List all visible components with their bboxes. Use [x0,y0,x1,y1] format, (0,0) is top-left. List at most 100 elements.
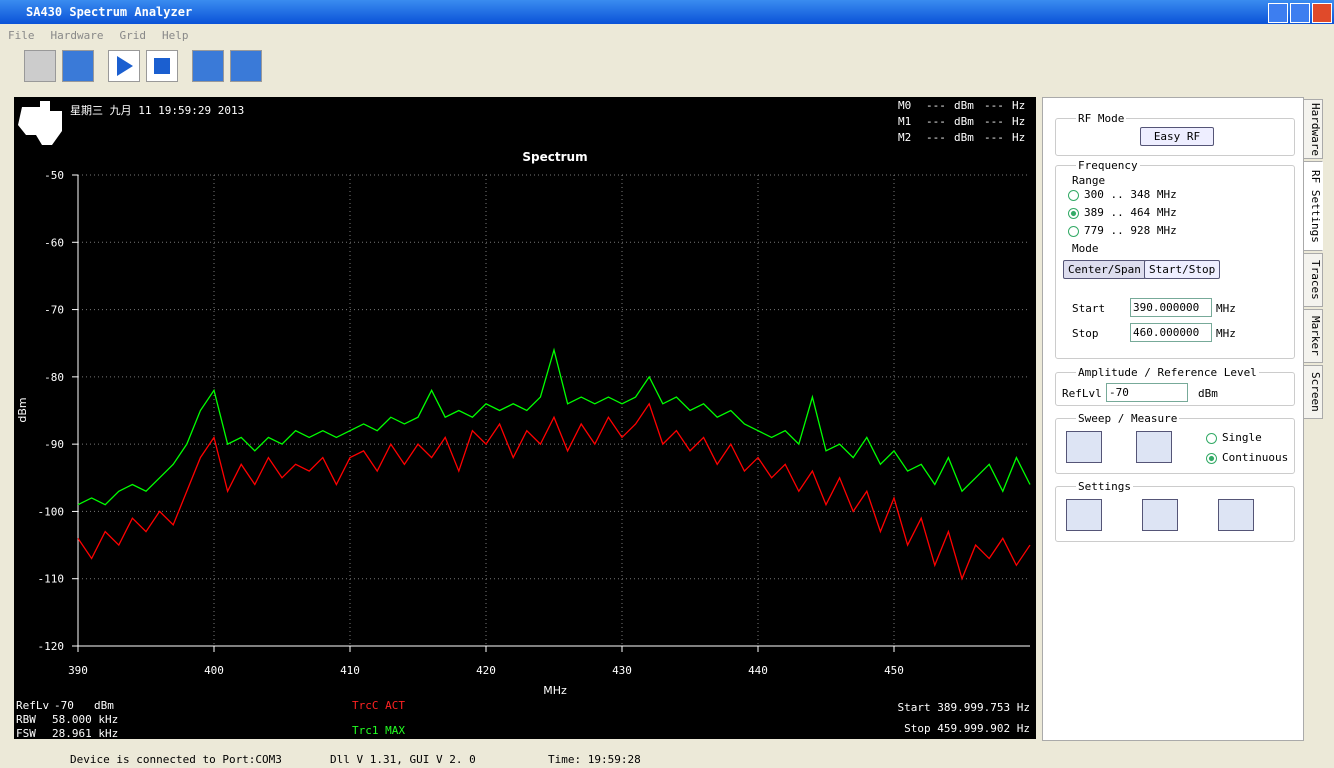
y-axis-label: dBm [16,397,29,422]
marker-readout: --- [984,99,1004,112]
radio-label: 300 .. 348 MHz [1084,188,1177,201]
menu-item[interactable]: Grid [119,29,146,42]
radio-label: Single [1222,431,1262,444]
trace-label: TrcC ACT [352,699,405,712]
info: 28.961 kHz [52,727,118,739]
stop-sweep-button[interactable] [1136,431,1172,463]
marker-readout: M0 [898,99,911,112]
stop-button[interactable] [146,50,178,82]
save-button[interactable] [192,50,224,82]
chart-title: Spectrum [522,150,587,164]
unit: dBm [1198,387,1218,400]
info: -70 [54,699,74,712]
tab[interactable]: Screen [1303,365,1323,419]
info: 58.000 kHz [52,713,118,726]
radio[interactable] [1068,208,1079,219]
x-axis-label: MHz [543,684,567,697]
stop-input[interactable]: 460.000000 [1130,323,1212,342]
radio-option[interactable]: 389 .. 464 MHz [1068,206,1177,224]
print-button[interactable] [230,50,262,82]
reflvl-select[interactable]: -70 [1106,383,1188,402]
ti-logo [18,101,62,145]
run-button[interactable] [1066,431,1102,463]
group-title: Frequency [1076,159,1140,172]
x-tick-label: 440 [748,664,768,677]
y-tick-label: -120 [38,640,65,653]
radio-option[interactable]: Continuous [1206,451,1288,471]
radio-label: Continuous [1222,451,1288,464]
radio-label: 389 .. 464 MHz [1084,206,1177,219]
x-tick-label: 390 [68,664,88,677]
stop-info: Stop 459.999.902 Hz [904,722,1030,735]
settings-group: Settings [1055,486,1295,542]
center-span-button[interactable]: Center/Span [1063,260,1146,279]
trace-label: Trc1 MAX [352,724,405,737]
tab[interactable]: Marker [1303,309,1323,363]
undo-button[interactable] [1066,499,1102,531]
minimize[interactable] [1268,3,1288,23]
disconnect-button[interactable] [24,50,56,82]
menu-item[interactable]: File [8,29,35,42]
info: RBW [16,713,36,726]
start-input[interactable]: 390.000000 [1130,298,1212,317]
start-stop-button[interactable]: Start/Stop [1144,260,1220,279]
timestamp: 星期三 九月 11 19:59:29 2013 [70,104,244,117]
settings-panel: RF ModeEasy RF Frequency Range 300 .. 34… [1042,97,1304,741]
radio-option[interactable]: Single [1206,431,1288,451]
menu-item[interactable]: Hardware [51,29,104,42]
y-tick-label: -50 [44,169,64,182]
x-tick-label: 450 [884,664,904,677]
radio[interactable] [1206,453,1217,464]
status-text: Dll V 1.31, GUI V 2. 0 [330,753,476,766]
menu-bar: File Hardware Grid Help [0,26,1334,44]
status-text: Device is connected to Port:COM3 [70,753,282,766]
marker-readout: --- [926,131,946,144]
unit: MHz [1216,327,1236,340]
y-tick-label: -100 [38,505,65,518]
save-settings-button[interactable] [1142,499,1178,531]
y-tick-label: -70 [44,304,64,317]
group-title: Amplitude / Reference Level [1076,366,1259,379]
info: RefLv [16,699,49,712]
chart: 星期三 九月 11 19:59:29 2013 Spectrum MHz dBm… [14,97,1036,739]
marker-readout: dBm [954,115,974,128]
x-tick-label: 430 [612,664,632,677]
range-title: Range [1072,174,1105,187]
x-tick-label: 410 [340,664,360,677]
maximize[interactable] [1290,3,1310,23]
rf-mode-group: RF ModeEasy RF [1055,118,1295,156]
marker-readout: --- [926,115,946,128]
stop-label: Stop [1072,327,1099,340]
radio[interactable] [1206,433,1217,444]
status-text: Time: 19:59:28 [548,753,641,766]
radio[interactable] [1068,190,1079,201]
group-title: Settings [1076,480,1133,493]
marker-readout: dBm [954,99,974,112]
group-title: RF Mode [1076,112,1126,125]
close[interactable] [1312,3,1332,23]
range-options: 300 .. 348 MHz 389 .. 464 MHz 779 .. 928 M… [1068,188,1177,242]
play-button[interactable] [108,50,140,82]
radio-option[interactable]: 300 .. 348 MHz [1068,188,1177,206]
y-tick-label: -110 [38,573,65,586]
menu-item[interactable]: Help [162,29,189,42]
start-label: Start [1072,302,1105,315]
start-info: Start 389.999.753 Hz [898,701,1030,714]
info: dBm [94,699,114,712]
y-tick-label: -80 [44,371,64,384]
sweep-options: Single Continuous [1206,431,1288,471]
tab[interactable]: RF Settings [1303,161,1323,251]
trace [78,404,1030,579]
marker-readout: Hz [1012,131,1025,144]
load-settings-button[interactable] [1218,499,1254,531]
marker-readout: --- [984,115,1004,128]
tab[interactable]: Traces [1303,253,1323,307]
unit: MHz [1216,302,1236,315]
tab[interactable]: Hardware [1303,99,1323,159]
radio-option[interactable]: 779 .. 928 MHz [1068,224,1177,242]
connect-button[interactable] [62,50,94,82]
radio[interactable] [1068,226,1079,237]
easy-rf-button[interactable]: Easy RF [1140,127,1214,146]
radio-label: 779 .. 928 MHz [1084,224,1177,237]
